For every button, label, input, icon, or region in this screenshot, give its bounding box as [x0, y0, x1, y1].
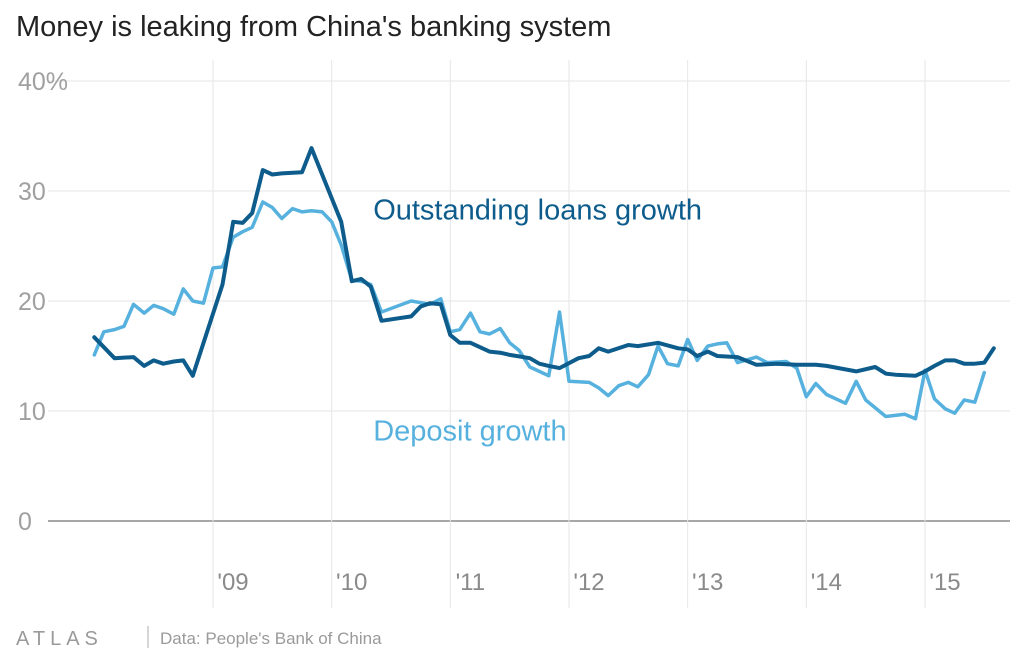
- atlas-logo: ATLAS: [16, 628, 103, 650]
- x-tick-label: '09: [217, 569, 248, 596]
- x-tick-label: '15: [929, 569, 960, 596]
- deposit-growth-line: [92, 200, 987, 421]
- y-tick-label: 0: [18, 508, 32, 536]
- series-lines: [92, 146, 996, 421]
- loans-growth-label: Outstanding loans growth: [373, 195, 702, 227]
- x-tick-label: '14: [811, 569, 842, 596]
- x-tick-label: '10: [336, 569, 367, 596]
- x-tick-label: '11: [456, 569, 486, 596]
- y-tick-label: 30: [18, 178, 46, 206]
- y-tick-label: 10: [18, 398, 46, 426]
- footer: ATLAS Data: People's Bank of China: [16, 626, 382, 650]
- gridlines: [48, 60, 1010, 608]
- x-tick-label: '12: [573, 569, 604, 596]
- axis-ticks: 0 10 20 30 40% '09 '10 '11 '12 '13 '14 '15: [18, 68, 961, 596]
- deposit-growth-label: Deposit growth: [373, 416, 566, 448]
- chart-title: Money is leaking from China's banking sy…: [16, 11, 611, 43]
- x-tick-label: '13: [692, 569, 723, 596]
- data-source: Data: People's Bank of China: [160, 629, 382, 648]
- y-tick-label: 40%: [18, 68, 68, 96]
- series-labels: Outstanding loans growth Deposit growth: [373, 195, 702, 448]
- y-tick-label: 20: [18, 288, 46, 316]
- loans-growth-line: [92, 146, 996, 378]
